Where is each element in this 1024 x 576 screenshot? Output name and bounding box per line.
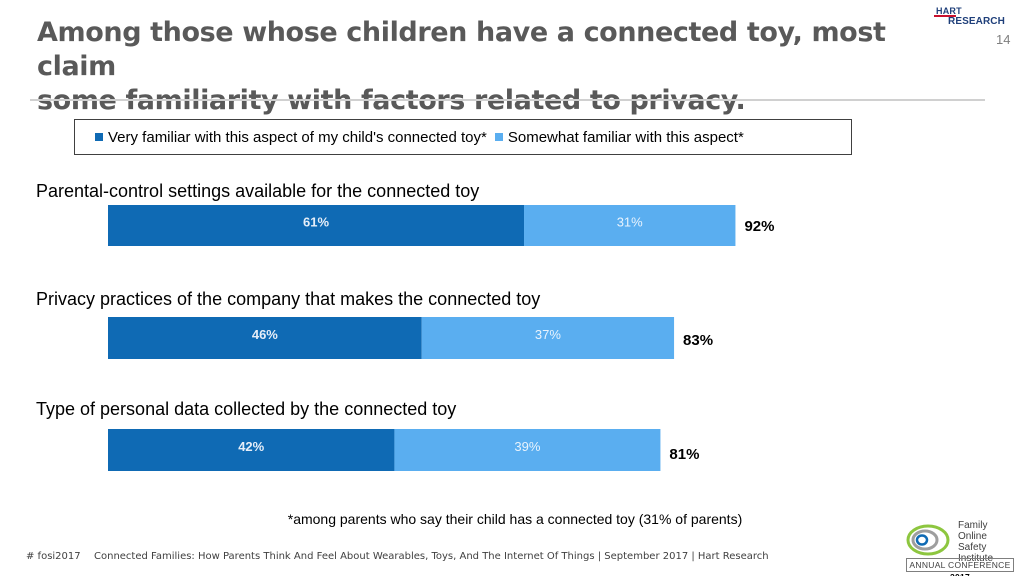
bar-somewhat-2	[421, 317, 675, 359]
page-number: 14	[996, 32, 1011, 47]
hart-logo-bar	[934, 15, 956, 17]
hart-logo-line-1: HART	[936, 6, 962, 16]
data-label-somewhat-1: 31%	[617, 215, 643, 230]
category-label-1: Parental-control settings available for …	[36, 181, 479, 201]
title-line-1: Among those whose children have a connec…	[37, 17, 886, 82]
total-label-1: 92%	[744, 218, 774, 235]
bar-very-1	[108, 205, 525, 246]
chart-legend: Very familiar with this aspect of my chi…	[74, 119, 852, 155]
legend-label-somewhat-familiar: Somewhat familiar with this aspect*	[507, 128, 744, 146]
category-label-3: Type of personal data collected by the c…	[36, 399, 456, 419]
data-label-very-2: 46%	[252, 327, 278, 342]
fosi-conference-prefix: ANNUAL CONFERENCE	[909, 560, 1011, 570]
fosi-emblem-icon	[906, 524, 950, 556]
bar-very-3	[108, 429, 395, 471]
bar-somewhat-3	[394, 429, 661, 471]
bar-somewhat-1	[524, 205, 736, 246]
hart-research-logo: HART RESEARCH	[934, 6, 1018, 28]
fosi-name-line-2: Online Safety	[958, 531, 987, 553]
total-label-3: 81%	[669, 446, 699, 463]
total-label-2: 83%	[683, 332, 713, 349]
legend-swatch-somewhat-familiar	[494, 133, 503, 141]
fosi-conference-year: 2017	[950, 572, 970, 576]
fosi-conference-badge: ANNUAL CONFERENCE 2017	[906, 558, 1014, 576]
footer-hashtag: # fosi2017	[26, 551, 81, 562]
footnote: *among parents who say their child has a…	[287, 511, 743, 527]
legend-label-very-familiar: Very familiar with this aspect of my chi…	[108, 128, 487, 146]
title-divider	[30, 99, 985, 101]
legend-swatch-very-familiar	[95, 133, 103, 141]
hart-logo-line-2: RESEARCH	[948, 16, 1005, 27]
page-title: Among those whose children have a connec…	[37, 16, 927, 118]
data-label-very-1: 61%	[303, 215, 329, 230]
category-label-2: Privacy practices of the company that ma…	[36, 289, 540, 309]
data-label-somewhat-3: 39%	[514, 439, 540, 454]
bar-very-2	[108, 317, 422, 359]
data-label-somewhat-2: 37%	[535, 327, 561, 342]
legend-item-very-familiar: Very familiar with this aspect of my chi…	[95, 129, 487, 146]
footer-source: Connected Families: How Parents Think An…	[94, 551, 769, 562]
fosi-logo: Family Online Safety Institute ANNUAL CO…	[904, 520, 1016, 576]
fosi-name-line-1: Family	[958, 520, 988, 531]
data-label-very-3: 42%	[238, 439, 264, 454]
title-line-2: some familiarity with factors related to…	[37, 85, 746, 116]
legend-item-somewhat-familiar: Somewhat familiar with this aspect*	[494, 128, 744, 146]
